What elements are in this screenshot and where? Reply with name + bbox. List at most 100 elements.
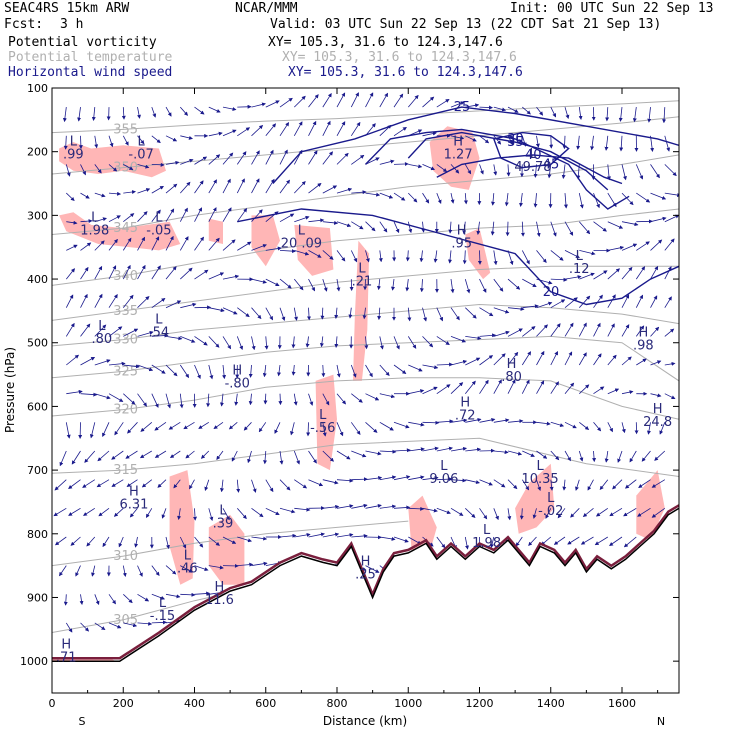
wind-vector-164 <box>169 450 181 459</box>
wind-vector-5 <box>66 244 78 251</box>
wind-vector-333 <box>308 393 314 406</box>
wind-vector-363 <box>336 152 349 165</box>
wind-vector-754 <box>612 479 623 490</box>
wind-vector-131 <box>151 593 166 600</box>
wind-vector-294 <box>277 364 282 377</box>
wind-vector-585 <box>490 536 495 549</box>
wind-vector-541 <box>465 357 481 366</box>
wind-vector-459 <box>408 192 418 203</box>
wind-vector-69 <box>97 450 110 462</box>
wind-vector-422 <box>379 221 388 233</box>
wind-vector-537 <box>462 250 467 265</box>
hl-marker-low: L <box>155 313 163 328</box>
field-name-wind: Horizontal wind speed <box>8 65 173 80</box>
wind-vector-160 <box>180 336 196 343</box>
wind-vector-390 <box>351 393 363 403</box>
theta-contour-label: 335 <box>113 304 138 319</box>
wind-vector-251 <box>251 209 263 222</box>
theta-contour-320 <box>52 377 679 420</box>
wind-vector-431 <box>379 475 397 481</box>
theta-contour-label: 345 <box>113 221 138 236</box>
wind-vector-507 <box>436 477 453 482</box>
pv-shaded-region-11 <box>408 495 437 553</box>
wind-vector-319 <box>294 532 311 538</box>
wind-vector-402 <box>365 192 381 197</box>
wind-vector-167 <box>179 536 187 549</box>
wind-vector-355 <box>322 479 339 485</box>
wind-vector-647 <box>549 135 554 149</box>
wind-vector-80 <box>123 213 135 223</box>
wind-vector-335 <box>308 450 317 464</box>
wind-vector-376 <box>336 533 354 538</box>
y-axis-title: Pressure (hPa) <box>3 347 17 433</box>
wind-vector-204 <box>208 508 214 521</box>
hl-value: -.07 <box>128 147 153 162</box>
wind-vector-193 <box>208 179 217 194</box>
wind-vector-188 <box>194 591 211 596</box>
wind-vector-380 <box>350 92 359 108</box>
hl-value: -.15 <box>150 609 175 624</box>
wind-vector-307 <box>294 181 306 194</box>
wind-vector-446 <box>393 364 407 374</box>
wind-vector-357 <box>322 532 340 538</box>
wind-vector-46 <box>94 324 107 337</box>
axes-layer: 0 200 400 600 800 1000 1200 1400 1600 100 200 300 40… <box>20 82 679 710</box>
wind-vector-213 <box>222 207 232 222</box>
wind-vector-638 <box>536 421 551 426</box>
wind-vector-710 <box>593 294 603 308</box>
wind-vector-292 <box>279 307 286 321</box>
wind-vector-155 <box>180 181 191 194</box>
y-tick-label: 600 <box>27 400 48 413</box>
y-tick-label: 500 <box>27 337 48 350</box>
wind-vector-291 <box>279 278 292 289</box>
wind-vector-183 <box>185 450 195 459</box>
wind-vector-317 <box>294 479 308 489</box>
wind-vector-468 <box>408 447 425 452</box>
wind-contour-label: 35 <box>507 135 524 150</box>
wind-vector-179 <box>194 336 208 346</box>
wind-vector-27 <box>80 323 91 337</box>
hl-value: .12 <box>569 262 590 277</box>
wind-vector-24 <box>80 242 92 251</box>
hl-marker-low: L <box>483 523 491 538</box>
wind-vector-305 <box>293 121 303 136</box>
wind-vector-223 <box>222 508 230 521</box>
wind-vector-279 <box>265 479 274 493</box>
wind-vector-100 <box>137 236 145 251</box>
wind-vector-29 <box>80 392 98 397</box>
wind-vector-722 <box>605 107 610 122</box>
wind-vector-79 <box>123 190 136 194</box>
hl-marker-low: L <box>298 223 306 238</box>
pv-shaded-region-0 <box>59 142 166 178</box>
wind-vector-732 <box>607 388 620 395</box>
wind-vector-242 <box>237 508 247 520</box>
wind-vector-298 <box>279 479 291 491</box>
wind-vector-173 <box>194 156 208 165</box>
wind-vector-353 <box>322 422 327 437</box>
wind-vector-88 <box>111 450 124 460</box>
hl-value: -.02 <box>538 504 563 519</box>
wind-vector-580 <box>493 379 502 394</box>
wind-vector-6 <box>65 268 75 280</box>
wind-vector-56 <box>94 622 106 631</box>
wind-vector-421 <box>379 192 394 199</box>
wind-vector-326 <box>308 183 322 194</box>
wind-vector-782 <box>650 192 667 200</box>
wind-vector-128 <box>145 508 153 518</box>
wind-vector-206 <box>208 565 224 570</box>
wind-vector-43 <box>94 240 105 251</box>
hl-value: 1.98 <box>80 224 109 239</box>
wind-vector-138 <box>165 235 174 251</box>
wind-vector-112 <box>137 593 150 602</box>
wind-vector-428 <box>379 393 396 399</box>
wind-vector-217 <box>222 336 232 350</box>
wind-vector-114 <box>151 106 157 118</box>
pv-shaded-region-12 <box>515 463 555 534</box>
wind-vector-97 <box>137 164 150 169</box>
hl-marker-low: L <box>155 211 163 226</box>
wind-vector-673 <box>564 322 574 337</box>
wind-vector-680 <box>553 536 566 545</box>
x-tick-label: 1000 <box>394 697 422 710</box>
wind-vector-362 <box>336 121 346 136</box>
wind-vector-136 <box>165 183 178 194</box>
